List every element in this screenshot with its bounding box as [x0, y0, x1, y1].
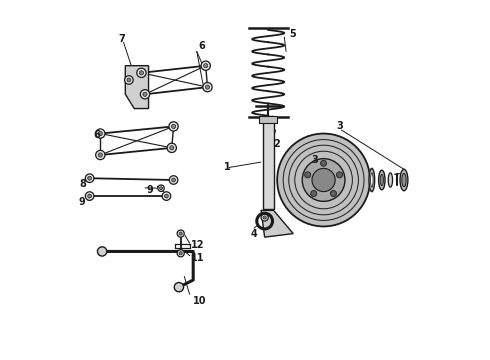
Circle shape	[158, 185, 164, 192]
Circle shape	[98, 153, 102, 157]
Circle shape	[320, 160, 327, 166]
Text: 2: 2	[273, 139, 280, 149]
Circle shape	[140, 90, 149, 99]
Text: 4: 4	[250, 229, 257, 239]
Text: 12: 12	[192, 240, 205, 250]
Polygon shape	[261, 210, 293, 237]
Circle shape	[162, 192, 171, 201]
Circle shape	[127, 78, 131, 82]
Text: 1: 1	[223, 162, 230, 172]
FancyBboxPatch shape	[263, 116, 274, 208]
Circle shape	[305, 172, 311, 178]
Ellipse shape	[369, 168, 375, 192]
Circle shape	[302, 159, 345, 201]
Circle shape	[177, 249, 184, 257]
Circle shape	[172, 178, 175, 182]
Circle shape	[174, 283, 184, 292]
Text: 9: 9	[147, 185, 153, 195]
Ellipse shape	[402, 173, 406, 187]
Text: 9: 9	[79, 197, 86, 207]
Circle shape	[179, 252, 182, 255]
Text: 5: 5	[290, 28, 296, 39]
Circle shape	[96, 150, 105, 159]
Text: 6: 6	[198, 41, 205, 51]
Circle shape	[169, 122, 178, 131]
Circle shape	[179, 232, 182, 235]
Circle shape	[337, 172, 343, 178]
Circle shape	[311, 190, 317, 197]
Circle shape	[205, 85, 210, 89]
Circle shape	[137, 68, 146, 77]
Circle shape	[139, 71, 144, 75]
Circle shape	[167, 143, 176, 153]
Circle shape	[98, 247, 107, 256]
Circle shape	[261, 214, 268, 221]
Polygon shape	[125, 66, 148, 109]
Text: 11: 11	[192, 252, 205, 262]
Circle shape	[88, 194, 92, 198]
Circle shape	[124, 76, 133, 84]
Circle shape	[330, 190, 337, 197]
Circle shape	[277, 134, 370, 226]
Text: 3: 3	[311, 156, 318, 165]
Ellipse shape	[379, 170, 385, 190]
Ellipse shape	[370, 173, 373, 187]
Text: 7: 7	[118, 34, 125, 44]
Circle shape	[172, 124, 175, 129]
Text: 3: 3	[336, 121, 343, 131]
Text: 10: 10	[193, 296, 207, 306]
Circle shape	[85, 192, 94, 201]
Ellipse shape	[380, 174, 383, 186]
Circle shape	[204, 64, 208, 68]
Circle shape	[160, 187, 163, 190]
Circle shape	[88, 176, 92, 180]
Circle shape	[96, 129, 105, 138]
Circle shape	[203, 82, 212, 92]
Circle shape	[85, 174, 94, 183]
Circle shape	[177, 230, 184, 237]
Circle shape	[98, 131, 102, 136]
FancyBboxPatch shape	[259, 116, 277, 123]
Ellipse shape	[400, 169, 408, 191]
Circle shape	[263, 216, 266, 219]
Text: 6: 6	[93, 130, 100, 140]
Circle shape	[143, 92, 147, 96]
Circle shape	[312, 168, 335, 192]
Circle shape	[170, 146, 174, 150]
Ellipse shape	[388, 173, 392, 187]
Circle shape	[165, 194, 169, 198]
Circle shape	[201, 61, 210, 70]
Text: 8: 8	[79, 179, 86, 189]
Circle shape	[169, 176, 178, 184]
